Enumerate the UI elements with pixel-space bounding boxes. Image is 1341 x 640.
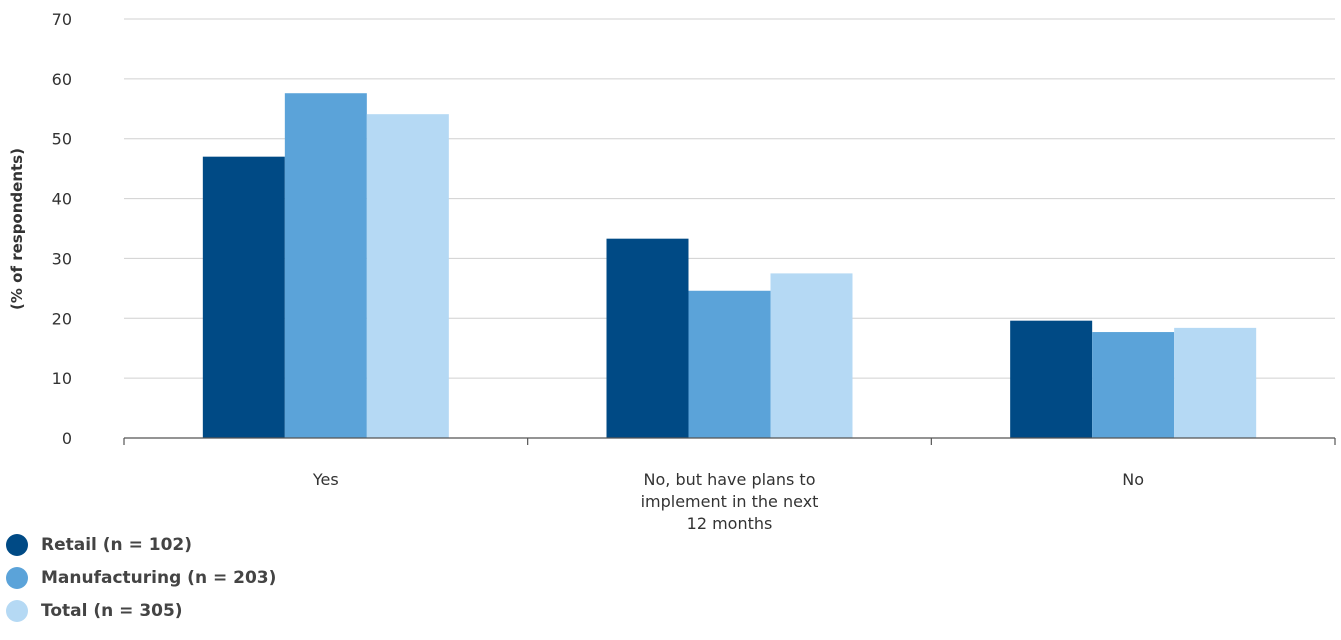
bar	[688, 290, 771, 438]
bars	[202, 93, 1257, 439]
x-tick-label: Yes	[312, 470, 339, 489]
legend-label: Manufacturing (n = 203)	[41, 567, 277, 588]
y-tick-label: 20	[52, 309, 72, 328]
bar	[202, 156, 285, 438]
x-tick-label: No, but have plans to	[644, 470, 816, 489]
bar	[366, 114, 449, 439]
legend-item: Manufacturing (n = 203)	[6, 561, 276, 594]
y-tick-label: 70	[52, 10, 72, 29]
y-tick-label: 40	[52, 190, 72, 209]
y-tick-label: 50	[52, 130, 72, 149]
legend-item: Total (n = 305)	[6, 594, 276, 627]
bar	[1010, 320, 1093, 438]
legend-swatch	[6, 566, 28, 589]
y-tick-label: 30	[52, 249, 72, 268]
bar	[606, 238, 689, 438]
legend-item: Retail (n = 102)	[6, 528, 276, 561]
y-tick-label: 0	[62, 429, 72, 448]
bar	[770, 273, 853, 438]
y-tick-labels: 0 10 20 30 40 50 60 70	[52, 10, 72, 448]
x-tick-label: No	[1122, 470, 1144, 489]
x-tick-labels: Yes No, but have plans to implement in the…	[312, 470, 1144, 533]
legend-label: Retail (n = 102)	[41, 534, 192, 555]
bar	[284, 93, 367, 439]
bar	[1092, 332, 1175, 438]
legend-swatch	[6, 533, 28, 556]
x-tick-label: implement in the next	[641, 492, 819, 511]
legend: Retail (n = 102) Manufacturing (n = 203) T…	[6, 528, 276, 627]
x-tick-label: 12 months	[687, 514, 773, 533]
legend-label: Total (n = 305)	[41, 600, 183, 621]
legend-swatch	[6, 599, 28, 622]
y-tick-label: 10	[52, 369, 72, 388]
x-axis	[123, 437, 1336, 445]
y-axis-label: (% of respondents)	[8, 148, 26, 310]
bar	[1174, 327, 1257, 438]
y-tick-label: 60	[52, 70, 72, 89]
